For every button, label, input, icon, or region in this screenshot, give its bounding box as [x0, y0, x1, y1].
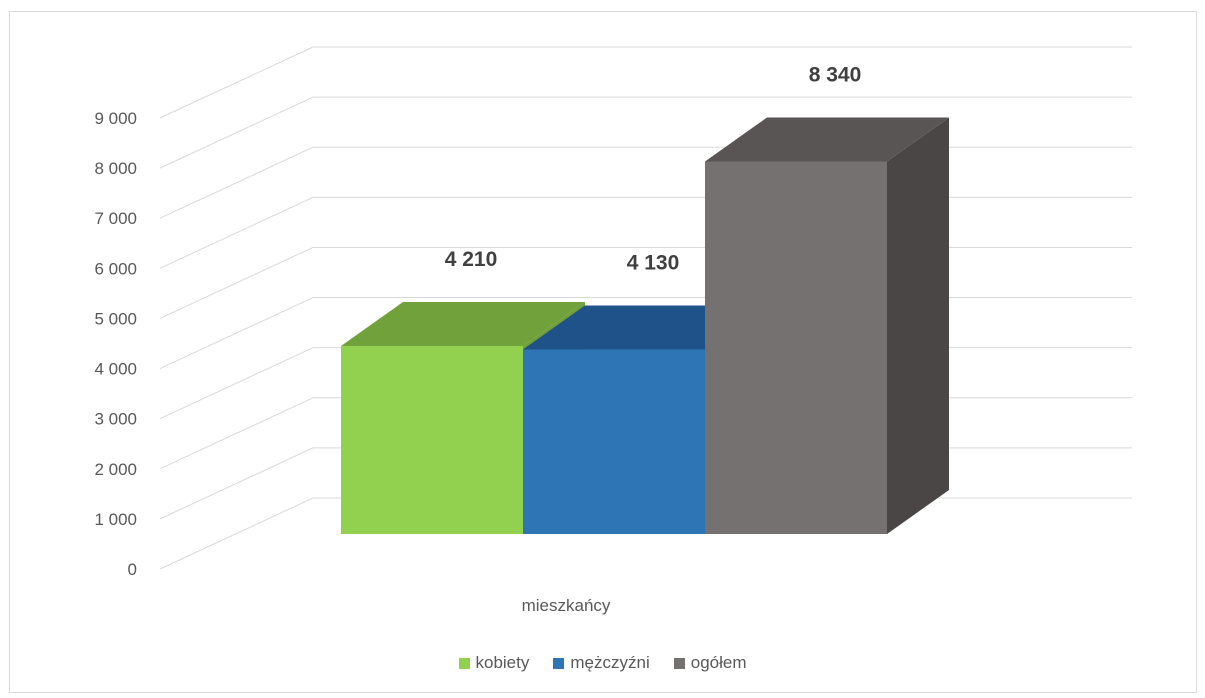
bar-side-2	[887, 117, 949, 534]
legend-swatch-mezczyzni	[553, 657, 565, 669]
data-label-1: 4 130	[627, 252, 680, 275]
gridline-diagonal	[159, 146, 314, 219]
gridline-diagonal	[159, 96, 314, 169]
y-tick-label: 8 000	[94, 159, 137, 178]
y-axis-tick-labels: 0 1 000 2 000 3 000 4 000 5 000 6 000 7 000 8 00…	[94, 109, 137, 579]
y-tick-label: 6 000	[94, 259, 137, 278]
category-label: mieszkańcy	[522, 596, 611, 615]
gridline-diagonal	[159, 497, 314, 570]
legend-item-ogolem: ogółem	[673, 653, 747, 673]
bar-top-2	[705, 117, 949, 162]
y-tick-label: 1 000	[94, 510, 137, 529]
legend-label-ogolem: ogółem	[690, 653, 747, 672]
data-label-2: 8 340	[809, 63, 862, 86]
gridline-diagonal	[159, 46, 314, 119]
y-tick-label: 3 000	[94, 410, 137, 429]
legend-item-mezczyzni: mężczyźni	[553, 653, 650, 673]
gridline-diagonal	[159, 246, 314, 319]
gridline-diagonal	[159, 347, 314, 420]
gridline-diagonal	[159, 447, 314, 520]
y-tick-label: 5 000	[94, 309, 137, 328]
data-labels: 4 210 4 130 8 340	[445, 63, 862, 274]
bar-1	[523, 349, 705, 534]
data-label-0: 4 210	[445, 248, 498, 271]
legend-label-mezczyzni: mężczyźni	[570, 653, 650, 672]
y-tick-label: 9 000	[94, 109, 137, 128]
legend-swatch-ogolem	[673, 657, 685, 669]
y-tick-label: 4 000	[94, 360, 137, 379]
bar-2	[705, 161, 887, 535]
legend-swatch-kobiety	[458, 657, 470, 669]
gridline-diagonal	[159, 297, 314, 370]
y-tick-label: 2 000	[94, 460, 137, 479]
y-tick-label: 7 000	[94, 209, 137, 228]
legend-item-kobiety: kobiety	[458, 653, 530, 673]
bar-0	[341, 345, 523, 534]
bar-top-0	[341, 301, 585, 346]
legend-label-kobiety: kobiety	[475, 653, 530, 672]
bars	[341, 117, 949, 535]
gridline-diagonal	[159, 196, 314, 269]
gridline-diagonal	[159, 397, 314, 470]
legend: kobiety mężczyźni ogółem	[0, 650, 1205, 676]
y-tick-label: 0	[128, 560, 137, 579]
